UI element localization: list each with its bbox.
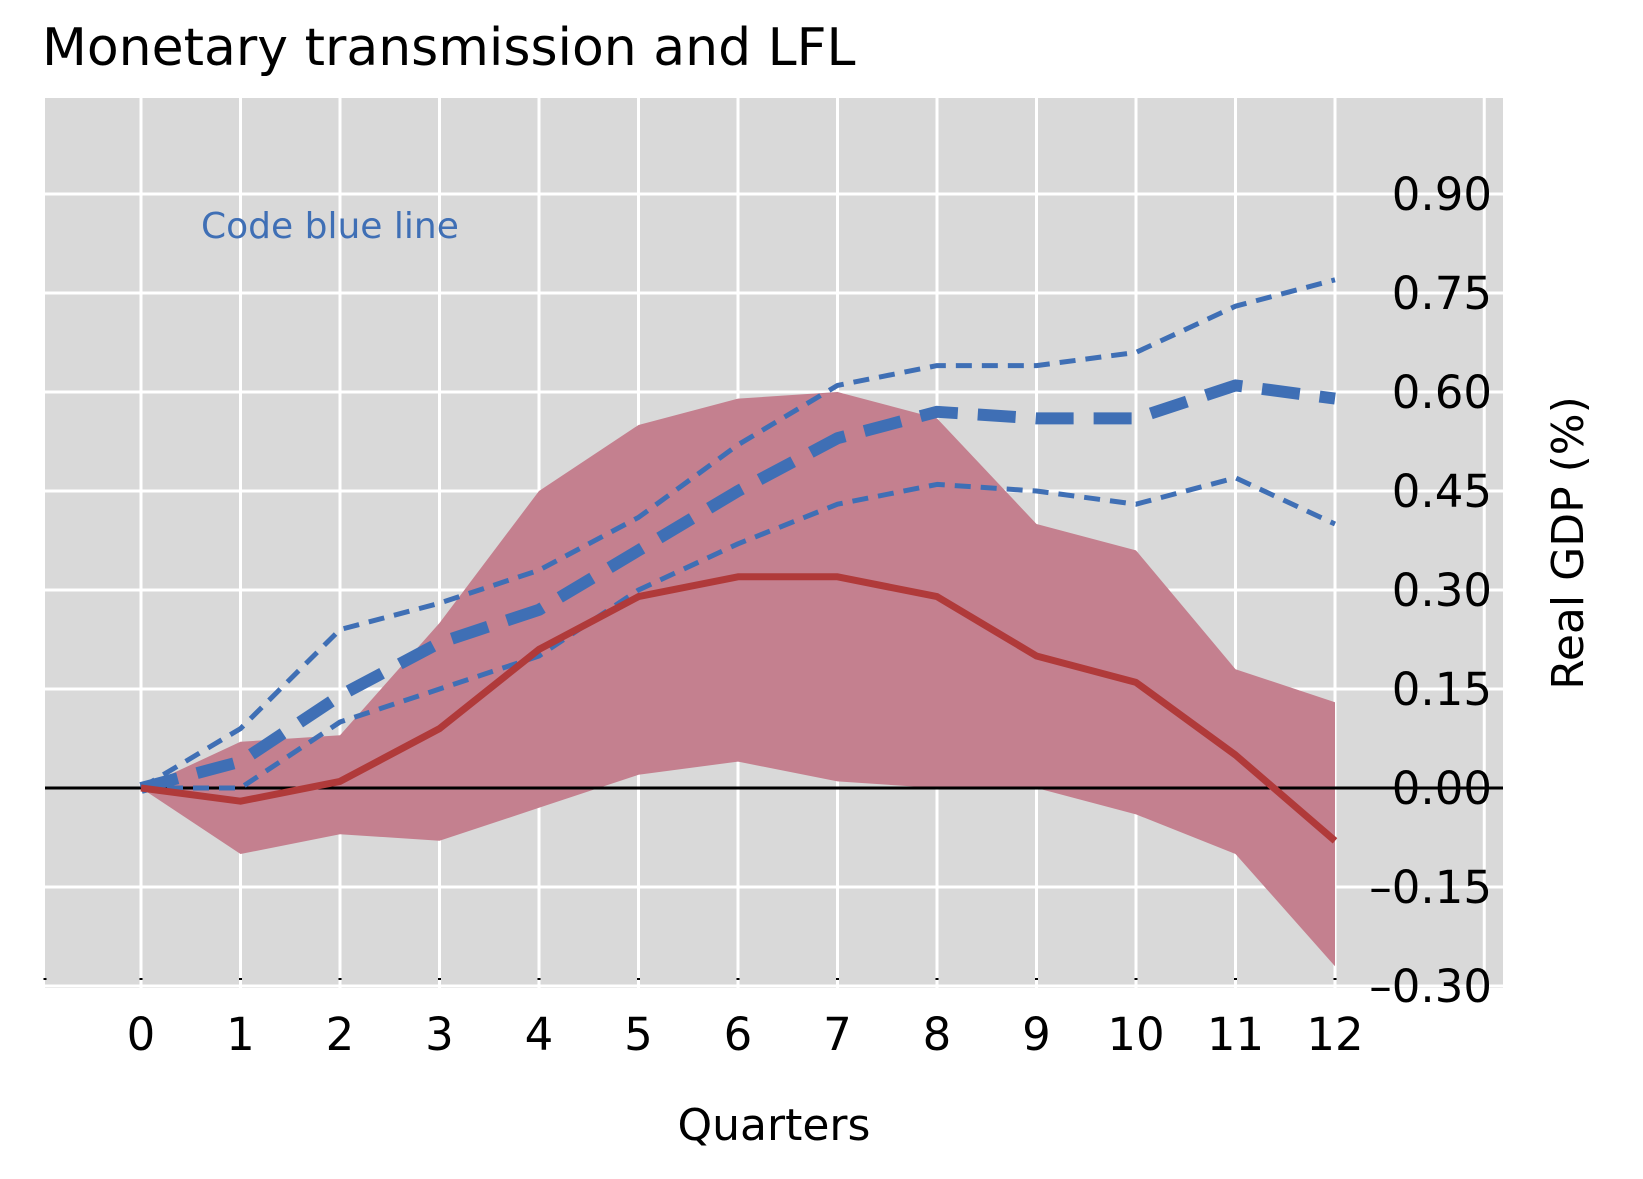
x-tick-label-5: 5 (624, 1008, 653, 1061)
x-tick-label-6: 6 (724, 1008, 753, 1061)
x-tick-label-8: 8 (923, 1008, 952, 1061)
y-tick-label-2: 0.60 (1392, 366, 1492, 419)
series-line-blue-lower-dashed (141, 475, 1337, 791)
y-tick-label-3: 0.45 (1392, 465, 1492, 518)
y-tick-label-8: –0.30 (1369, 960, 1492, 1013)
y-tick-labels: 0.90 0.75 0.60 0.45 0.30 0.15 0.00 –0.15 –0.30 (1369, 168, 1492, 1013)
x-tick-label-1: 1 (226, 1008, 255, 1061)
y-tick-label-0: 0.90 (1392, 168, 1492, 221)
x-tick-label-12: 12 (1306, 1008, 1363, 1061)
y-tick-label-1: 0.75 (1392, 267, 1492, 320)
x-tick-label-7: 7 (823, 1008, 852, 1061)
x-tick-label-2: 2 (326, 1008, 355, 1061)
confidence-band (141, 392, 1335, 967)
x-axis-title: Quarters (678, 1100, 871, 1151)
x-tick-label-11: 11 (1207, 1008, 1264, 1061)
series-line-blue-central-dashed (139, 379, 1336, 794)
x-tick-marks (43, 978, 1337, 980)
series-layer (139, 277, 1338, 844)
confidence-band-layer (141, 392, 1335, 967)
x-tick-label-9: 9 (1022, 1008, 1051, 1061)
x-tick-label-3: 3 (425, 1008, 454, 1061)
y-tick-label-4: 0.30 (1392, 564, 1492, 617)
series-line-central-red-solid (140, 573, 1338, 844)
chart-annotation: Code blue line (201, 206, 459, 247)
y-tick-label-5: 0.15 (1392, 663, 1492, 716)
y-tick-label-7: –0.15 (1369, 861, 1492, 914)
x-tick-label-10: 10 (1107, 1008, 1164, 1061)
x-tick-labels: 0 1 2 3 4 5 6 7 8 9 10 11 12 (127, 1008, 1364, 1061)
y-axis-title: Real GDP (%) (1543, 396, 1594, 689)
x-tick-label-4: 4 (525, 1008, 554, 1061)
y-tick-label-6: 0.00 (1392, 762, 1492, 815)
chart-title: Monetary transmission and LFL (42, 18, 856, 78)
x-tick-label-0: 0 (127, 1008, 156, 1061)
